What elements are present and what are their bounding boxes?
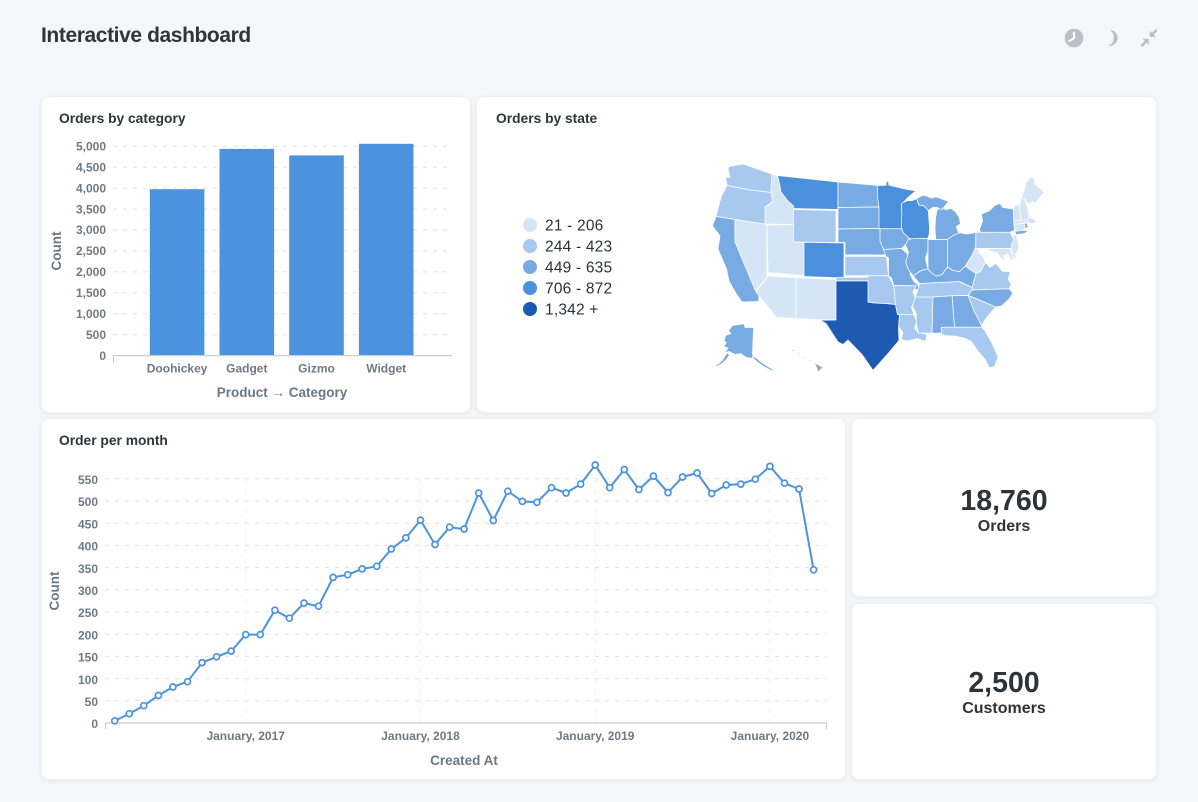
svg-text:21 - 206: 21 - 206: [545, 218, 603, 235]
svg-text:5,000: 5,000: [76, 140, 106, 154]
svg-text:Order per month: Order per month: [59, 433, 168, 448]
svg-text:250: 250: [78, 606, 98, 620]
svg-text:Count: Count: [47, 571, 62, 610]
svg-text:50: 50: [85, 695, 99, 709]
svg-text:0: 0: [91, 717, 98, 731]
svg-text:300: 300: [78, 584, 98, 598]
svg-text:244 - 423: 244 - 423: [545, 239, 612, 256]
svg-text:0: 0: [99, 349, 106, 363]
svg-text:Doohickey: Doohickey: [147, 362, 208, 376]
svg-text:150: 150: [78, 651, 98, 665]
svg-text:2,500: 2,500: [76, 244, 106, 258]
svg-text:550: 550: [78, 473, 98, 487]
svg-text:January, 2018: January, 2018: [381, 729, 460, 743]
svg-text:500: 500: [78, 495, 98, 509]
svg-text:100: 100: [78, 673, 98, 687]
svg-text:Orders by category: Orders by category: [59, 111, 186, 126]
svg-text:January, 2020: January, 2020: [731, 729, 810, 743]
svg-text:Gizmo: Gizmo: [298, 362, 335, 376]
svg-text:2,000: 2,000: [76, 265, 106, 279]
svg-text:Count: Count: [49, 231, 64, 270]
svg-text:450: 450: [78, 517, 98, 531]
svg-text:Gadget: Gadget: [226, 362, 267, 376]
svg-text:Widget: Widget: [366, 362, 406, 376]
svg-text:1,342 +: 1,342 +: [545, 302, 599, 319]
svg-text:4,500: 4,500: [76, 160, 106, 174]
svg-text:Orders by state: Orders by state: [496, 111, 598, 126]
svg-text:1,500: 1,500: [76, 286, 106, 300]
svg-text:200: 200: [78, 628, 98, 642]
svg-text:January, 2019: January, 2019: [556, 729, 635, 743]
svg-text:449 - 635: 449 - 635: [545, 260, 612, 277]
svg-text:1,000: 1,000: [76, 307, 106, 321]
svg-text:500: 500: [86, 328, 106, 342]
svg-text:January, 2017: January, 2017: [206, 729, 285, 743]
svg-text:706 - 872: 706 - 872: [545, 281, 612, 298]
svg-text:Created At: Created At: [430, 753, 498, 768]
svg-text:3,000: 3,000: [76, 223, 106, 237]
svg-text:4,000: 4,000: [76, 181, 106, 195]
svg-text:3,500: 3,500: [76, 202, 106, 216]
svg-text:Product → Category: Product → Category: [217, 385, 348, 400]
svg-text:400: 400: [78, 540, 98, 554]
svg-text:350: 350: [78, 562, 98, 576]
